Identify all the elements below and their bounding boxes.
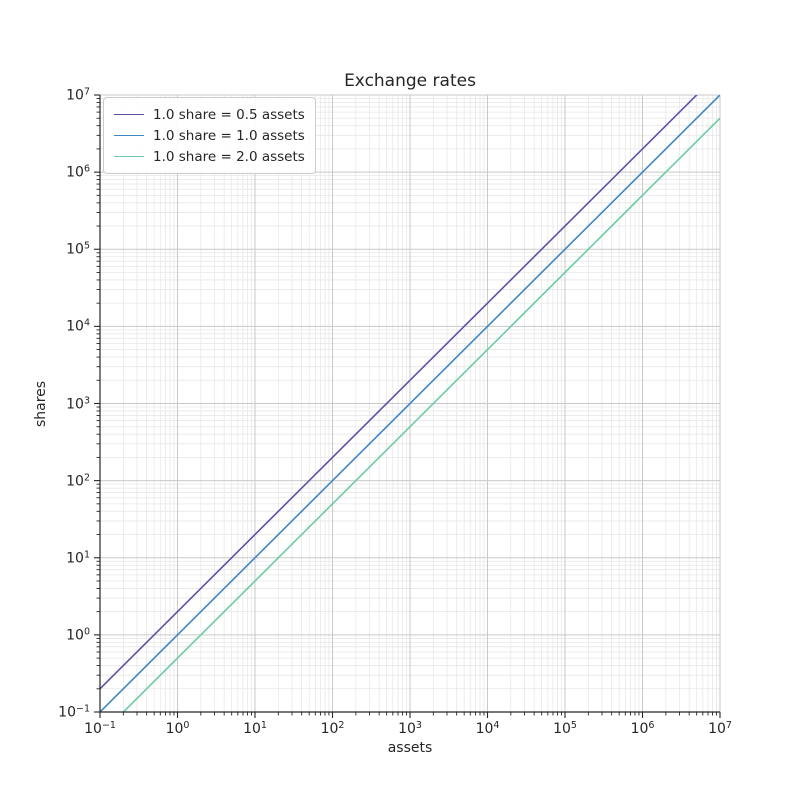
x-tick-label: 103 [398,720,422,737]
x-tick-label: 10−1 [84,720,116,737]
legend-line-sample [114,135,144,136]
y-tick-label: 103 [66,395,90,412]
x-tick-label: 106 [630,720,655,737]
series-line-0 [100,95,698,690]
legend-line-sample [114,156,144,157]
y-tick-label: 102 [66,472,90,490]
x-tick-label: 107 [708,720,732,737]
legend: 1.0 share = 0.5 assets 1.0 share = 1.0 as… [103,97,316,174]
legend-line-sample [114,114,144,115]
x-tick-label: 102 [320,720,345,737]
y-tick-label: 105 [66,240,90,258]
series-line-2 [122,117,720,712]
series-lines [100,95,720,712]
x-axis-label: assets [387,740,433,756]
legend-item: 1.0 share = 1.0 assets [114,125,305,146]
y-tick-label: 10−1 [58,703,90,721]
y-tick-label: 107 [66,86,90,104]
x-tick-label: 101 [243,720,267,737]
legend-item: 1.0 share = 2.0 assets [114,146,305,167]
legend-label: 1.0 share = 0.5 assets [153,106,305,123]
tick-marks [94,94,721,718]
legend-label: 1.0 share = 2.0 assets [153,148,305,165]
legend-item: 1.0 share = 0.5 assets [114,104,305,125]
x-tick-label: 105 [553,720,577,737]
legend-rows: 1.0 share = 0.5 assets 1.0 share = 1.0 as… [114,104,305,167]
x-tick-label: 104 [475,720,500,737]
series-line-1 [100,95,720,712]
y-axis-label: shares [33,380,49,427]
y-tick-label: 106 [66,163,90,181]
y-tick-label: 101 [66,549,90,567]
y-tick-label: 104 [66,317,90,335]
legend-label: 1.0 share = 1.0 assets [153,127,305,144]
x-tick-label: 100 [165,720,190,737]
chart-title: Exchange rates [344,71,476,91]
y-tick-label: 100 [66,626,90,644]
